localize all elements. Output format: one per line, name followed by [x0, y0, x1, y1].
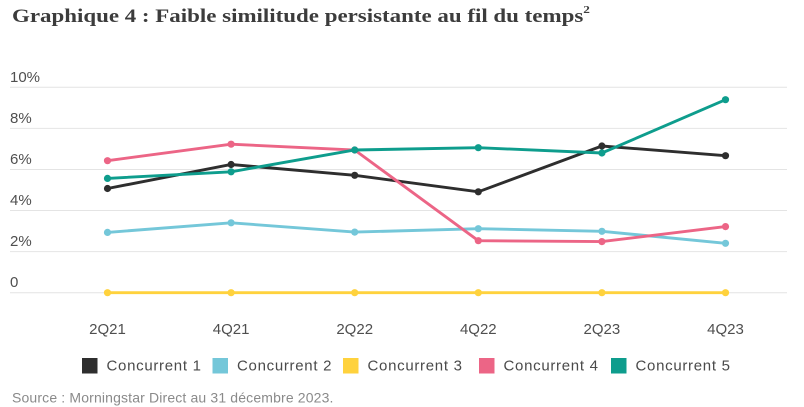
- svg-text:2Q22: 2Q22: [336, 321, 373, 338]
- svg-text:Concurrent 2: Concurrent 2: [237, 357, 332, 374]
- svg-text:8%: 8%: [10, 110, 32, 127]
- svg-text:2Q21: 2Q21: [89, 321, 126, 338]
- svg-text:Concurrent 1: Concurrent 1: [107, 357, 202, 374]
- svg-text:Graphique 4 : Faible similitud: Graphique 4 : Faible similitude persista…: [12, 3, 590, 26]
- svg-text:4Q22: 4Q22: [460, 321, 497, 338]
- svg-text:4Q21: 4Q21: [213, 321, 250, 338]
- svg-text:Concurrent 4: Concurrent 4: [504, 357, 599, 374]
- svg-text:2Q23: 2Q23: [584, 321, 621, 338]
- svg-text:0: 0: [10, 274, 18, 291]
- svg-text:4Q23: 4Q23: [707, 321, 744, 338]
- svg-text:Concurrent 3: Concurrent 3: [368, 357, 463, 374]
- svg-text:6%: 6%: [10, 151, 32, 168]
- svg-text:Source : Morningstar Direct au: Source : Morningstar Direct au 31 décemb…: [12, 390, 334, 406]
- svg-text:10%: 10%: [10, 69, 40, 86]
- svg-text:Concurrent 5: Concurrent 5: [636, 357, 731, 374]
- svg-text:2%: 2%: [10, 233, 32, 250]
- svg-text:4%: 4%: [10, 192, 32, 209]
